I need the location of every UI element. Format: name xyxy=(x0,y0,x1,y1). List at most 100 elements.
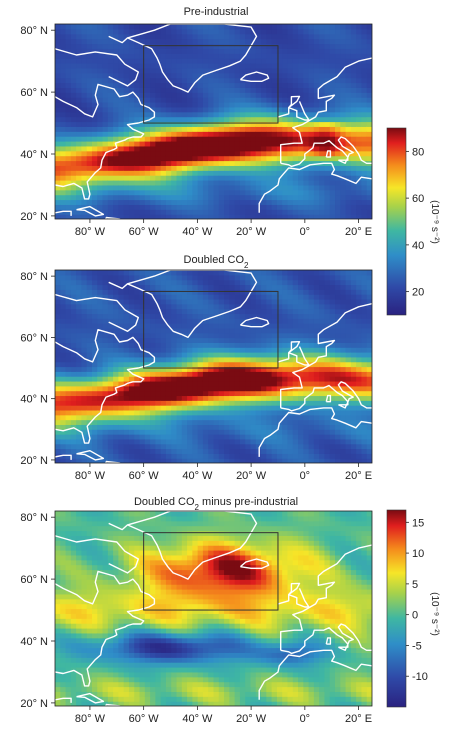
heatmap-cell xyxy=(197,352,204,358)
heatmap-cell xyxy=(350,170,357,176)
heatmap-cell xyxy=(229,106,236,113)
heatmap-cell xyxy=(335,155,341,162)
heatmap-cell xyxy=(261,145,267,152)
heatmap-cell xyxy=(340,371,347,377)
heatmap-cell xyxy=(234,289,241,295)
heatmap-cell xyxy=(144,313,151,319)
heatmap-cell xyxy=(250,102,257,108)
heatmap-cell xyxy=(218,180,225,186)
heatmap-cell xyxy=(134,155,141,162)
heatmap-cell xyxy=(213,298,220,305)
heatmap-cell xyxy=(234,63,241,69)
heatmap-cell xyxy=(197,294,204,300)
heatmap-cell xyxy=(287,97,294,103)
heatmap-cell xyxy=(76,458,83,463)
heatmap-cell xyxy=(303,438,310,445)
heatmap-cell xyxy=(213,199,220,205)
heatmap-cell xyxy=(81,126,88,132)
heatmap-cell xyxy=(298,356,304,363)
heatmap-cell xyxy=(218,67,225,74)
heatmap-cell xyxy=(139,308,146,315)
heatmap-cell xyxy=(229,289,236,295)
heatmap-cell xyxy=(150,414,156,421)
heatmap-cell xyxy=(271,175,278,181)
heatmap-cell xyxy=(324,458,331,463)
heatmap-cell xyxy=(60,589,67,595)
heatmap-cell xyxy=(292,194,299,201)
heatmap-cell xyxy=(160,405,167,411)
heatmap-cell xyxy=(102,165,109,171)
heatmap-cell xyxy=(81,170,88,176)
heatmap-cell xyxy=(113,131,119,137)
heatmap-cell xyxy=(350,323,357,329)
heatmap-cell xyxy=(224,284,230,290)
heatmap-cell xyxy=(245,371,252,377)
heatmap-cell xyxy=(366,434,372,440)
heatmap-cell xyxy=(113,453,119,459)
heatmap-cell xyxy=(356,170,363,176)
heatmap-cell xyxy=(266,97,273,103)
heatmap-cell xyxy=(308,194,315,201)
heatmap-cell xyxy=(155,380,162,387)
heatmap-cell xyxy=(340,48,347,54)
heatmap-cell xyxy=(55,33,61,40)
heatmap-cell xyxy=(55,535,61,541)
heatmap-cell xyxy=(202,400,209,406)
heatmap-cell xyxy=(224,385,230,392)
heatmap-cell xyxy=(81,327,88,334)
heatmap-cell xyxy=(308,92,315,98)
heatmap-cell xyxy=(160,400,167,406)
heatmap-cell xyxy=(150,308,156,315)
heatmap-cell xyxy=(308,33,315,40)
heatmap-cell xyxy=(213,332,220,339)
heatmap-cell xyxy=(202,308,209,315)
heatmap-cell xyxy=(139,294,146,300)
heatmap-cell xyxy=(150,342,156,348)
heatmap-cell xyxy=(91,318,98,324)
heatmap-cell xyxy=(60,637,67,644)
heatmap-cell xyxy=(298,24,304,30)
heatmap-cell xyxy=(335,366,341,372)
heatmap-cell xyxy=(292,77,299,84)
heatmap-cell xyxy=(202,409,209,416)
heatmap-cell xyxy=(134,298,141,305)
heatmap-cell xyxy=(292,434,299,440)
heatmap-cell xyxy=(70,395,77,401)
heatmap-cell xyxy=(340,400,347,406)
heatmap-cell xyxy=(366,145,372,152)
heatmap-cell xyxy=(366,274,372,281)
heatmap-cell xyxy=(150,448,156,454)
heatmap-cell xyxy=(128,448,135,454)
heatmap-cell xyxy=(91,390,98,397)
heatmap-cell xyxy=(271,274,278,281)
heatmap-cell xyxy=(91,106,98,113)
heatmap-cell xyxy=(356,347,363,353)
heatmap-cell xyxy=(187,434,193,440)
heatmap-cell xyxy=(197,165,204,171)
heatmap-cell xyxy=(224,318,230,324)
heatmap-plot xyxy=(54,23,373,220)
heatmap-cell xyxy=(91,270,98,276)
heatmap-cell xyxy=(213,405,220,411)
heatmap-cell xyxy=(60,429,67,435)
heatmap-cell xyxy=(192,136,199,142)
heatmap-cell xyxy=(102,327,109,334)
coastline xyxy=(338,404,348,409)
heatmap-cell xyxy=(123,43,130,49)
heatmap-cell xyxy=(255,356,262,363)
heatmap-cell xyxy=(356,189,363,196)
heatmap-cell xyxy=(113,429,119,435)
heatmap-cell xyxy=(128,419,135,425)
heatmap-cell xyxy=(150,405,156,411)
heatmap-cell xyxy=(171,405,178,411)
heatmap-cell xyxy=(113,294,119,300)
heatmap-cell xyxy=(144,106,151,113)
heatmap-cell xyxy=(313,204,320,210)
heatmap-cell xyxy=(55,530,61,536)
heatmap-cell xyxy=(276,342,283,348)
heatmap-cell xyxy=(350,87,357,93)
heatmap-cell xyxy=(229,419,236,425)
heatmap-cell xyxy=(97,199,104,205)
heatmap-cell xyxy=(165,448,172,454)
heatmap-cell xyxy=(292,48,299,54)
